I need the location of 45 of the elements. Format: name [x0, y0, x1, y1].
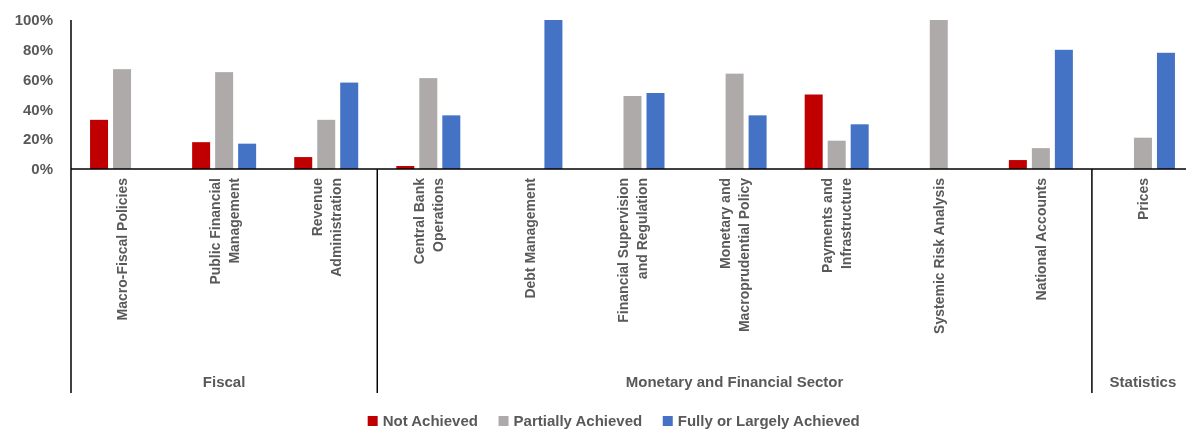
text: Fiscal: [202, 373, 246, 391]
bar: [419, 78, 438, 169]
bar: [748, 115, 767, 169]
bar: [215, 72, 234, 169]
bar: [623, 95, 642, 169]
bar: [317, 119, 336, 169]
bar: [725, 73, 744, 169]
x-tick-label: Public Financial Management: [206, 177, 242, 285]
bar: [113, 69, 132, 169]
x-tick-label: Payments and Infrastructure: [819, 177, 855, 273]
x-tick-label: Prices: [1134, 177, 1151, 221]
text: Statistics: [1109, 373, 1177, 391]
bar: [1133, 137, 1152, 169]
x-tick-label: Macro-Fiscal Policies: [113, 177, 130, 321]
bar: [90, 119, 109, 169]
text: Monetary and Financial Sector: [625, 373, 844, 391]
bar: [929, 20, 948, 169]
bar: [294, 157, 313, 169]
x-tick-label: Revenue Administration: [308, 177, 344, 277]
bar: [544, 20, 563, 169]
bar: [1031, 148, 1050, 169]
bar: [1156, 52, 1175, 169]
bar: [827, 140, 846, 169]
bar: [1054, 49, 1073, 169]
bar: [238, 143, 257, 169]
legend-label: Partially Achieved: [513, 412, 643, 429]
x-tick-label: Debt Management: [522, 177, 539, 299]
bar: [850, 124, 869, 169]
y-tick-label: 20%: [22, 130, 53, 148]
x-tick-label: Systemic Risk Analysis: [930, 177, 947, 334]
y-tick-label: 40%: [22, 100, 53, 118]
x-tick-label: Central Bank Operations: [410, 177, 446, 265]
x-tick-label: Financial Supervision and Regulation: [614, 178, 650, 323]
bar: [340, 82, 359, 169]
bar: [646, 93, 665, 169]
legend-label: Not Achieved: [382, 412, 478, 429]
bar: [442, 115, 461, 169]
y-tick-label: 60%: [22, 70, 53, 88]
y-tick-label: 100%: [14, 11, 53, 29]
x-tick-label: National Accounts: [1032, 177, 1049, 301]
bar: [804, 94, 823, 169]
y-tick-label: 0%: [31, 160, 53, 178]
y-tick-label: 80%: [22, 41, 53, 59]
legend-label: Fully or Largely Achieved: [677, 412, 860, 429]
bar: [192, 142, 211, 169]
